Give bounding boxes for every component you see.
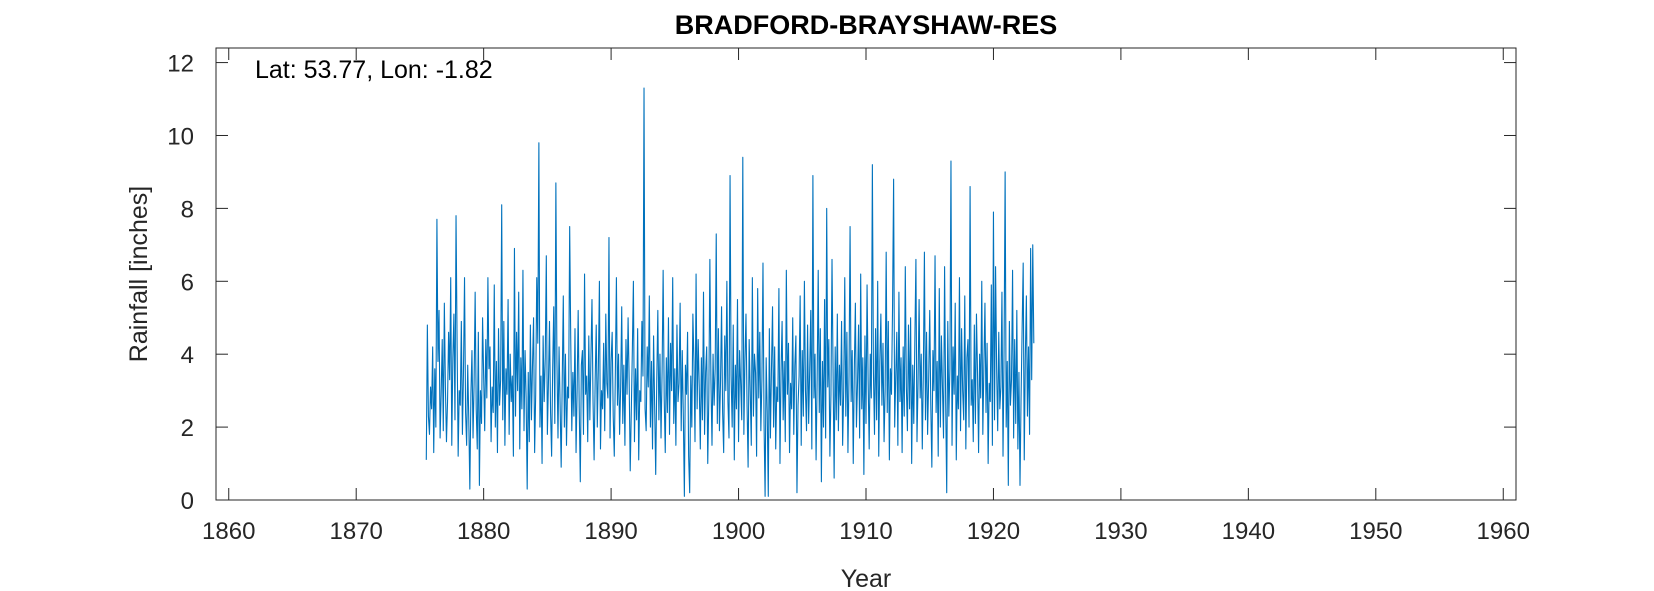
- y-tick-label: 10: [167, 123, 194, 150]
- x-tick-label: 1950: [1349, 518, 1402, 545]
- y-tick-label: 2: [181, 415, 194, 442]
- location-annotation: Lat: 53.77, Lon: -1.82: [255, 56, 493, 84]
- plot-area: [215, 47, 1517, 501]
- x-tick-label: 1890: [584, 518, 637, 545]
- series-layer: [425, 87, 1035, 497]
- y-tick-label: 4: [181, 342, 194, 369]
- y-axis-label: Rainfall [inches]: [125, 186, 153, 362]
- x-tick-label: 1940: [1222, 518, 1275, 545]
- y-tick-label: 6: [181, 269, 194, 296]
- y-tick-label: 12: [167, 51, 194, 78]
- axis-ticks: 1860 1870 1880 1890 1900 1910 1920 1930 1940 1950…: [167, 48, 1530, 545]
- rainfall-series-line: [425, 87, 1035, 497]
- y-tick-label: 0: [181, 488, 194, 515]
- x-tick-label: 1910: [839, 518, 892, 545]
- x-tick-label: 1880: [457, 518, 510, 545]
- x-tick-label: 1930: [1094, 518, 1147, 545]
- x-axis-label: Year: [841, 565, 892, 591]
- x-tick-label: 1900: [712, 518, 765, 545]
- x-tick-label: 1920: [967, 518, 1020, 545]
- x-tick-label: 1960: [1477, 518, 1530, 545]
- x-tick-label: 1860: [202, 518, 255, 545]
- x-tick-label: 1870: [330, 518, 383, 545]
- chart-title: BRADFORD-BRAYSHAW-RES: [675, 10, 1057, 40]
- y-tick-label: 8: [181, 196, 194, 223]
